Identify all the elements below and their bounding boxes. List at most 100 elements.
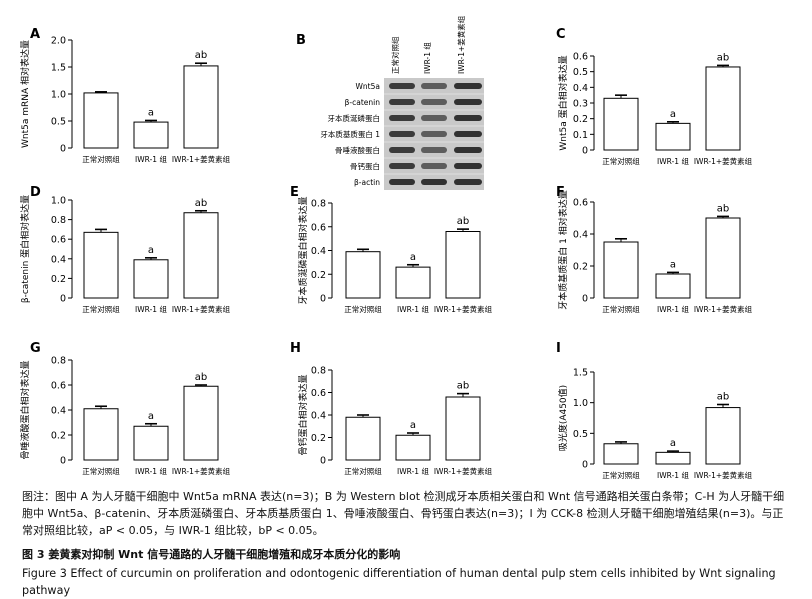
x-tick-label: 正常对照组 (602, 156, 640, 166)
blot-band (389, 179, 415, 185)
y-tick-label: 0.2 (311, 433, 326, 444)
x-tick-label: 正常对照组 (344, 304, 382, 314)
bar (133, 121, 169, 149)
y-tick-label: 0.6 (51, 381, 66, 392)
y-tick-label: 0.6 (51, 235, 66, 246)
y-tick-label: 0 (60, 456, 66, 467)
blot-row-label: 骨唾液酸蛋白 (335, 145, 380, 155)
bar (83, 231, 119, 299)
significance-label: ab (195, 50, 207, 61)
bar (183, 65, 219, 149)
blot-band (389, 163, 415, 169)
y-tick-label: 0 (60, 144, 66, 155)
x-tick-label: IWR-1+姜黄素组 (694, 304, 753, 314)
blot-band (454, 83, 482, 89)
y-tick-label: 0.4 (311, 411, 326, 422)
bar (445, 231, 481, 299)
blot-band (389, 83, 415, 89)
panel-letter: E (290, 185, 299, 200)
blot-band (421, 179, 447, 185)
blot-column-label: IWR-1+姜黄素组 (456, 15, 466, 74)
significance-label: ab (457, 381, 469, 392)
y-tick-label: 1.0 (51, 196, 66, 207)
significance-label: a (148, 107, 154, 118)
y-tick-label: 0.6 (573, 52, 588, 63)
x-tick-label: IWR-1 组 (135, 304, 167, 314)
figure-title-cn: 图 3 姜黄素对抑制 Wnt 信号通路的人牙髓干细胞增殖和成牙本质分化的影响 (22, 548, 401, 561)
significance-label: ab (717, 392, 729, 403)
y-tick-label: 0.1 (573, 130, 588, 141)
significance-label: ab (195, 198, 207, 209)
y-axis-label: 牙本质基质蛋白 1 相对表达量 (557, 190, 569, 309)
bar (705, 66, 741, 151)
blot-band (389, 99, 415, 105)
y-tick-label: 1.0 (51, 90, 66, 101)
x-tick-label: 正常对照组 (602, 470, 640, 480)
blot-band (454, 115, 482, 121)
y-tick-label: 0.5 (573, 67, 588, 78)
x-tick-label: 正常对照组 (82, 466, 120, 476)
bar (705, 407, 741, 465)
bar (133, 425, 169, 461)
blot-row-label: Wnt5a (356, 82, 380, 91)
blot-row-label: β-catenin (345, 98, 381, 107)
blot-band (454, 163, 482, 169)
blot-band (454, 131, 482, 137)
x-tick-label: IWR-1+姜黄素组 (172, 154, 231, 164)
y-tick-label: 0.2 (51, 274, 66, 285)
bar (705, 217, 741, 299)
y-tick-label: 0 (582, 460, 588, 471)
x-tick-label: IWR-1 组 (135, 154, 167, 164)
blot-band (454, 179, 482, 185)
panel-i: I 0 0.5 1.0 1.5 吸光度(A450值) 正常对照组 a IWR-1 组 ab IWR-… (556, 341, 753, 480)
blot-band (454, 147, 482, 153)
panel-letter: D (30, 185, 41, 200)
blot-band (389, 147, 415, 153)
x-tick-label: IWR-1+姜黄素组 (172, 304, 231, 314)
x-tick-label: 正常对照组 (344, 466, 382, 476)
x-tick-label: IWR-1+姜黄素组 (434, 304, 493, 314)
bar (655, 122, 691, 151)
significance-label: a (670, 109, 676, 120)
y-axis-label: 骨钙蛋白相对表达量 (297, 374, 309, 455)
bar (183, 212, 219, 299)
x-tick-label: IWR-1 组 (397, 304, 429, 314)
y-tick-label: 0.6 (311, 222, 326, 233)
bar (655, 451, 691, 465)
y-axis-label: β-catenin 蛋白相对表达量 (19, 195, 31, 303)
significance-label: a (148, 245, 154, 256)
blot-band (421, 163, 447, 169)
bar (655, 273, 691, 299)
y-axis-label: Wnt5a mRNA 相对表达量 (19, 40, 31, 148)
y-tick-label: 2.0 (51, 36, 66, 47)
y-tick-label: 0.5 (573, 429, 588, 440)
bar (345, 416, 381, 461)
bar (133, 259, 169, 299)
significance-label: ab (457, 216, 469, 227)
bar (183, 385, 219, 461)
y-axis-label: 吸光度(A450值) (557, 385, 569, 451)
x-tick-label: 正常对照组 (602, 304, 640, 314)
bar (83, 92, 119, 149)
x-tick-label: IWR-1 组 (397, 466, 429, 476)
x-tick-label: IWR-1 组 (135, 466, 167, 476)
blot-band (421, 83, 447, 89)
y-tick-label: 0.8 (311, 199, 326, 210)
y-tick-label: 0 (60, 294, 66, 305)
blot-band (389, 131, 415, 137)
y-tick-label: 0.4 (311, 246, 326, 257)
x-tick-label: IWR-1+姜黄素组 (694, 156, 753, 166)
y-tick-label: 0.3 (573, 99, 588, 110)
y-tick-label: 0 (582, 294, 588, 305)
y-tick-label: 0.2 (573, 262, 588, 273)
y-axis-label: 骨唾液酸蛋白相对表达量 (19, 360, 31, 459)
x-tick-label: IWR-1+姜黄素组 (434, 466, 493, 476)
panel-letter: H (290, 341, 301, 356)
y-tick-label: 0.6 (311, 388, 326, 399)
